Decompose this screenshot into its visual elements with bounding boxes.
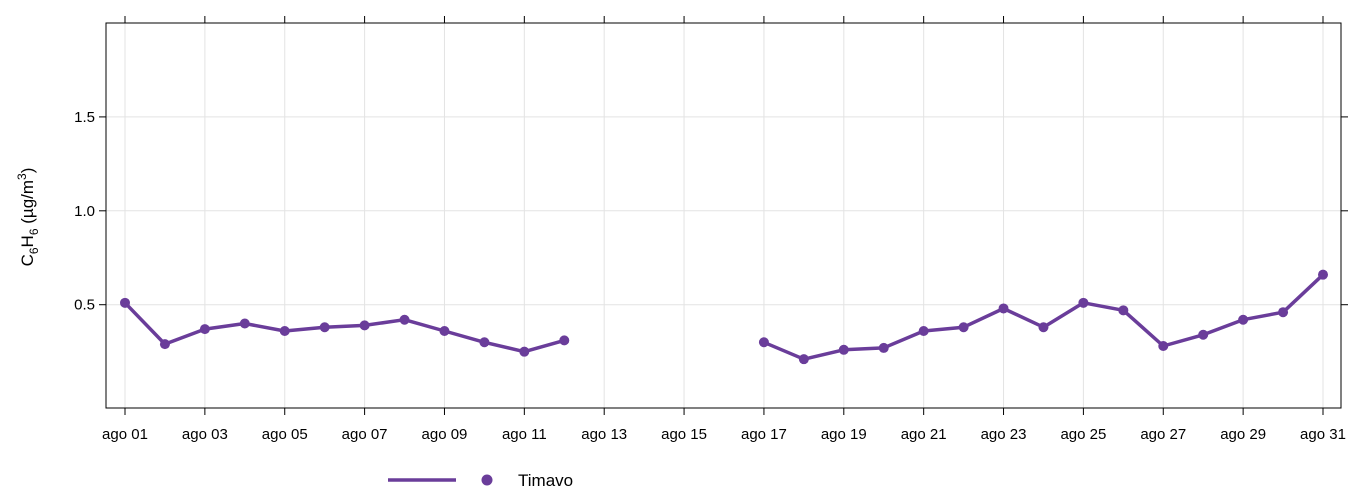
legend-marker-swatch [481,474,493,486]
plot-frame [105,22,1342,409]
x-tick-label: ago 05 [262,426,308,443]
x-tick-label: ago 19 [821,426,867,443]
data-point [159,339,170,350]
data-point [1118,305,1129,316]
x-tick-label: ago 23 [981,426,1027,443]
data-point [359,320,370,331]
data-point [798,354,809,365]
y-axis-label-mid: H [18,235,37,247]
data-point [958,322,969,333]
y-axis-label-unit-prefix: (µg/m [18,180,37,229]
data-point [998,303,1009,314]
x-tick-label: ago 07 [342,426,388,443]
data-point [199,324,210,335]
data-point [1318,269,1328,280]
data-point [239,318,250,329]
legend-label: Timavo [518,471,573,488]
data-point [878,342,889,353]
y-axis-label-sub2: 6 [27,228,41,235]
data-point [439,326,450,336]
data-point [279,326,290,336]
x-tick-label: ago 03 [182,426,228,443]
x-tick-label: ago 09 [422,426,468,443]
data-point [319,322,330,333]
grid-lines [106,23,1341,408]
y-axis-label-unit-suffix: ) [18,168,37,174]
x-tick-label: ago 25 [1060,426,1106,443]
x-tick-label: ago 29 [1220,426,1266,443]
data-point [758,337,769,348]
data-point [1278,307,1289,318]
data-point [519,346,530,357]
axis-ticks: ago 01 ago 03 ago 05 ago 07 ago 09 ago 11 ago … [74,16,1348,443]
data-point [838,344,849,355]
x-tick-label: ago 15 [661,426,707,443]
y-tick-label: 1.5 [74,109,95,126]
x-tick-label: ago 31 [1300,426,1346,443]
y-axis-label-sub1: 6 [27,247,41,254]
data-point [399,314,410,325]
x-tick-label: ago 17 [741,426,787,443]
y-axis-label: C6H6 (µg/m3) [15,168,41,267]
data-point [120,297,130,308]
y-tick-label: 0.5 [74,297,95,314]
legend: Timavo [388,471,573,488]
data-point [1158,341,1169,352]
data-point [918,326,929,336]
x-tick-label: ago 11 [502,426,547,443]
data-point [1198,329,1209,340]
series-layer [120,269,1328,365]
x-tick-label: ago 21 [901,426,947,443]
data-point [1038,322,1049,333]
data-point [1078,297,1089,308]
x-tick-label: ago 01 [102,426,148,443]
x-tick-label: ago 13 [581,426,627,443]
y-axis-label-unit-sup: 3 [15,173,29,180]
data-point [559,335,570,346]
data-point [479,337,490,348]
data-point [1238,314,1249,325]
y-axis-label-base: C [18,254,37,266]
y-tick-label: 1.0 [74,203,95,220]
x-tick-label: ago 27 [1140,426,1186,443]
series-line-segment [123,301,567,354]
